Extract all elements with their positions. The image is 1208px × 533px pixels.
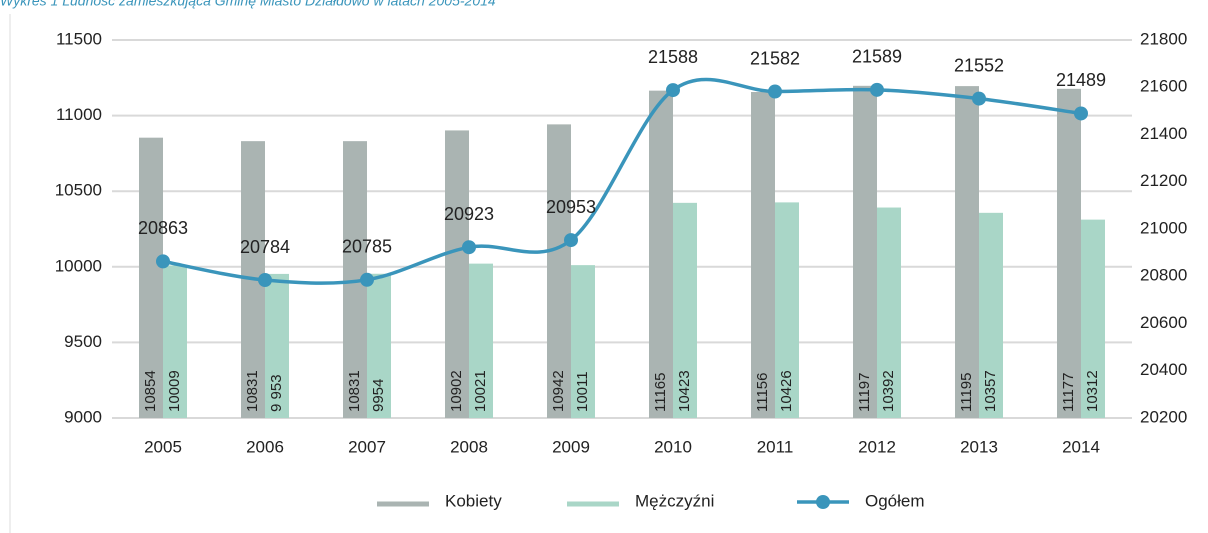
line-marker — [1074, 106, 1088, 121]
value-label: 21489 — [1056, 70, 1106, 90]
y2-tick-label: 20800 — [1140, 266, 1187, 285]
value-label: 10831 — [244, 370, 261, 412]
legend-label: Kobiety — [445, 491, 502, 510]
line-marker — [870, 82, 884, 97]
line-marker — [462, 240, 476, 255]
bar — [547, 124, 571, 418]
bar — [979, 212, 1003, 418]
line — [162, 77, 1082, 285]
bar — [751, 92, 775, 418]
value-label: 10854 — [142, 370, 159, 412]
bar — [367, 273, 391, 418]
x-tick-label: 2006 — [246, 437, 284, 456]
bar — [955, 86, 979, 418]
value-label: 11195 — [958, 373, 975, 413]
legend-swatch — [816, 495, 830, 509]
y-tick-label: 11000 — [56, 105, 102, 124]
bar — [571, 265, 595, 418]
value-label: 21589 — [852, 47, 902, 67]
y2-tick-label: 20600 — [1140, 313, 1187, 332]
legend-label: Ogółem — [865, 491, 925, 510]
bar — [139, 137, 163, 418]
bar — [445, 130, 469, 418]
bar — [877, 207, 901, 418]
y2-tick-label: 21600 — [1140, 77, 1187, 96]
bar — [1057, 88, 1081, 419]
x-tick-label: 2011 — [757, 437, 794, 456]
bar — [649, 90, 673, 418]
value-label: 10942 — [550, 370, 567, 412]
value-label: 10426 — [778, 370, 795, 412]
bar — [775, 202, 799, 418]
y2-tick-label: 20400 — [1140, 360, 1187, 379]
x-tick-label: 2012 — [858, 437, 896, 456]
value-label: 10831 — [346, 370, 363, 412]
value-label: 20784 — [240, 237, 290, 257]
value-label: 20953 — [546, 197, 596, 217]
line-marker — [258, 273, 272, 288]
x-tick-label: 2014 — [1062, 437, 1100, 456]
x-tick-label: 2009 — [552, 437, 590, 456]
y2-tick-label: 21400 — [1140, 124, 1187, 143]
chart-title: Wykres 1 Ludność zamieszkująca Gminę Mia… — [0, 0, 496, 9]
value-label: 11165 — [652, 373, 669, 413]
value-label: 11197 — [856, 373, 873, 413]
bar — [673, 202, 697, 418]
y-tick-label: 11500 — [56, 29, 102, 48]
value-label: 21582 — [750, 48, 800, 68]
x-tick-label: 2013 — [960, 437, 998, 456]
y-tick-label: 10500 — [55, 181, 102, 200]
x-tick-label: 2010 — [654, 437, 692, 456]
value-label: 10423 — [676, 370, 693, 412]
value-label: 9 953 — [268, 374, 285, 412]
line-marker — [666, 83, 680, 98]
value-label: 10392 — [880, 370, 897, 412]
x-tick-label: 2007 — [348, 437, 386, 456]
value-label: 11177 — [1060, 373, 1077, 413]
value-label: 21588 — [648, 47, 698, 67]
value-label: 20923 — [444, 204, 494, 224]
value-label: 11156 — [754, 373, 771, 413]
value-label: 9954 — [370, 379, 387, 412]
line-marker — [156, 254, 170, 269]
y2-tick-label: 21000 — [1140, 218, 1187, 237]
y-tick-label: 9000 — [64, 407, 102, 426]
y2-tick-label: 21800 — [1140, 29, 1187, 48]
line-marker — [360, 272, 374, 287]
bar — [853, 85, 877, 418]
value-label: 10021 — [472, 370, 489, 412]
y2-tick-label: 20200 — [1140, 407, 1187, 426]
line-marker — [972, 91, 986, 106]
legend-label: Mężczyźni — [635, 491, 714, 510]
x-tick-label: 2008 — [450, 437, 488, 456]
bar — [469, 263, 493, 418]
value-label: 10902 — [448, 370, 465, 412]
value-label: 21552 — [954, 55, 1004, 75]
bar — [1081, 219, 1105, 418]
value-label: 10357 — [982, 370, 999, 412]
value-label: 10009 — [166, 370, 183, 412]
value-label: 20785 — [342, 237, 392, 257]
x-tick-label: 2005 — [144, 437, 182, 456]
value-label: 20863 — [138, 218, 188, 238]
bar — [265, 273, 289, 418]
y-tick-label: 9500 — [64, 332, 102, 351]
line-marker — [564, 233, 578, 248]
y-tick-label: 10000 — [55, 256, 102, 275]
value-label: 10312 — [1084, 370, 1101, 412]
y2-tick-label: 21200 — [1140, 171, 1187, 190]
bar — [163, 265, 187, 418]
value-label: 10011 — [574, 371, 591, 412]
line-marker — [768, 84, 782, 99]
